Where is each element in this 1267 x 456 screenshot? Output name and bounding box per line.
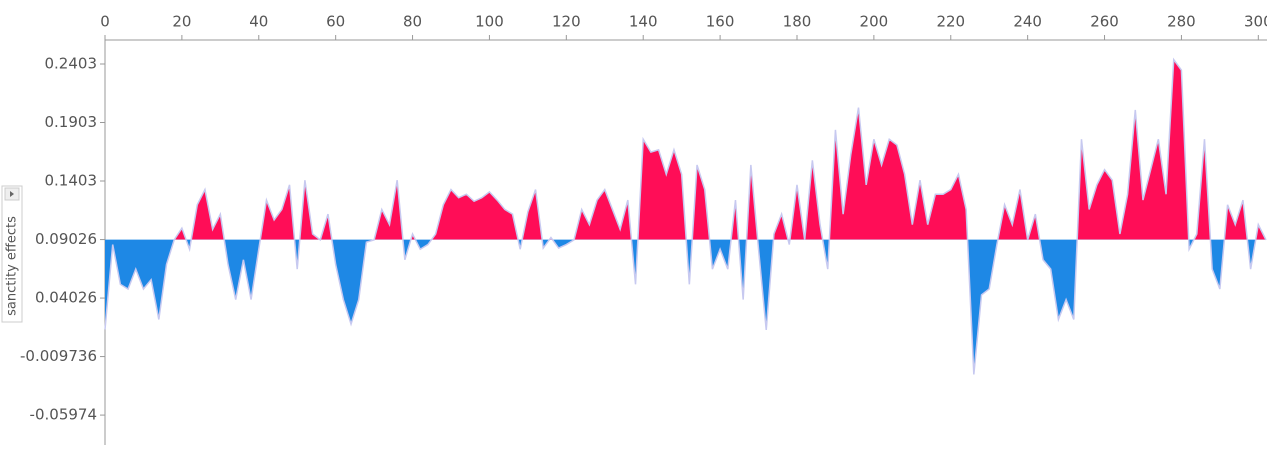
x-tick-label: 280 [1167,13,1196,31]
x-tick-label: 180 [783,13,812,31]
x-tick-label: 240 [1013,13,1042,31]
x-tick-label: 60 [326,13,345,31]
x-tick-label: 160 [706,13,735,31]
x-tick-label: 300 [1244,13,1267,31]
y-tick-label: 0.09026 [35,230,97,248]
x-tick-label: 120 [552,13,581,31]
y-tick-label: 0.1903 [45,113,98,131]
x-tick-label: 40 [249,13,268,31]
x-tick-label: 200 [860,13,889,31]
y-tick-label: 0.2403 [45,54,98,72]
effect-line [104,57,1267,375]
dropdown-arrow [10,191,14,197]
x-tick-label: 260 [1090,13,1119,31]
x-tick-label: 220 [936,13,965,31]
y-tick-label: -0.009736 [20,347,97,365]
y-tick-label: -0.05974 [30,406,97,424]
x-tick-label: 100 [475,13,504,31]
x-tick-label: 20 [172,13,191,31]
effect-area [105,59,1266,375]
y-axis-label: sanctity effects [5,216,20,316]
x-tick-label: 80 [403,13,422,31]
x-tick-label: 0 [100,13,110,31]
y-label-box[interactable] [1,185,23,323]
y-tick-label: 0.1403 [45,172,98,190]
x-tick-label: 140 [629,13,658,31]
y-tick-label: 0.04026 [35,289,97,307]
